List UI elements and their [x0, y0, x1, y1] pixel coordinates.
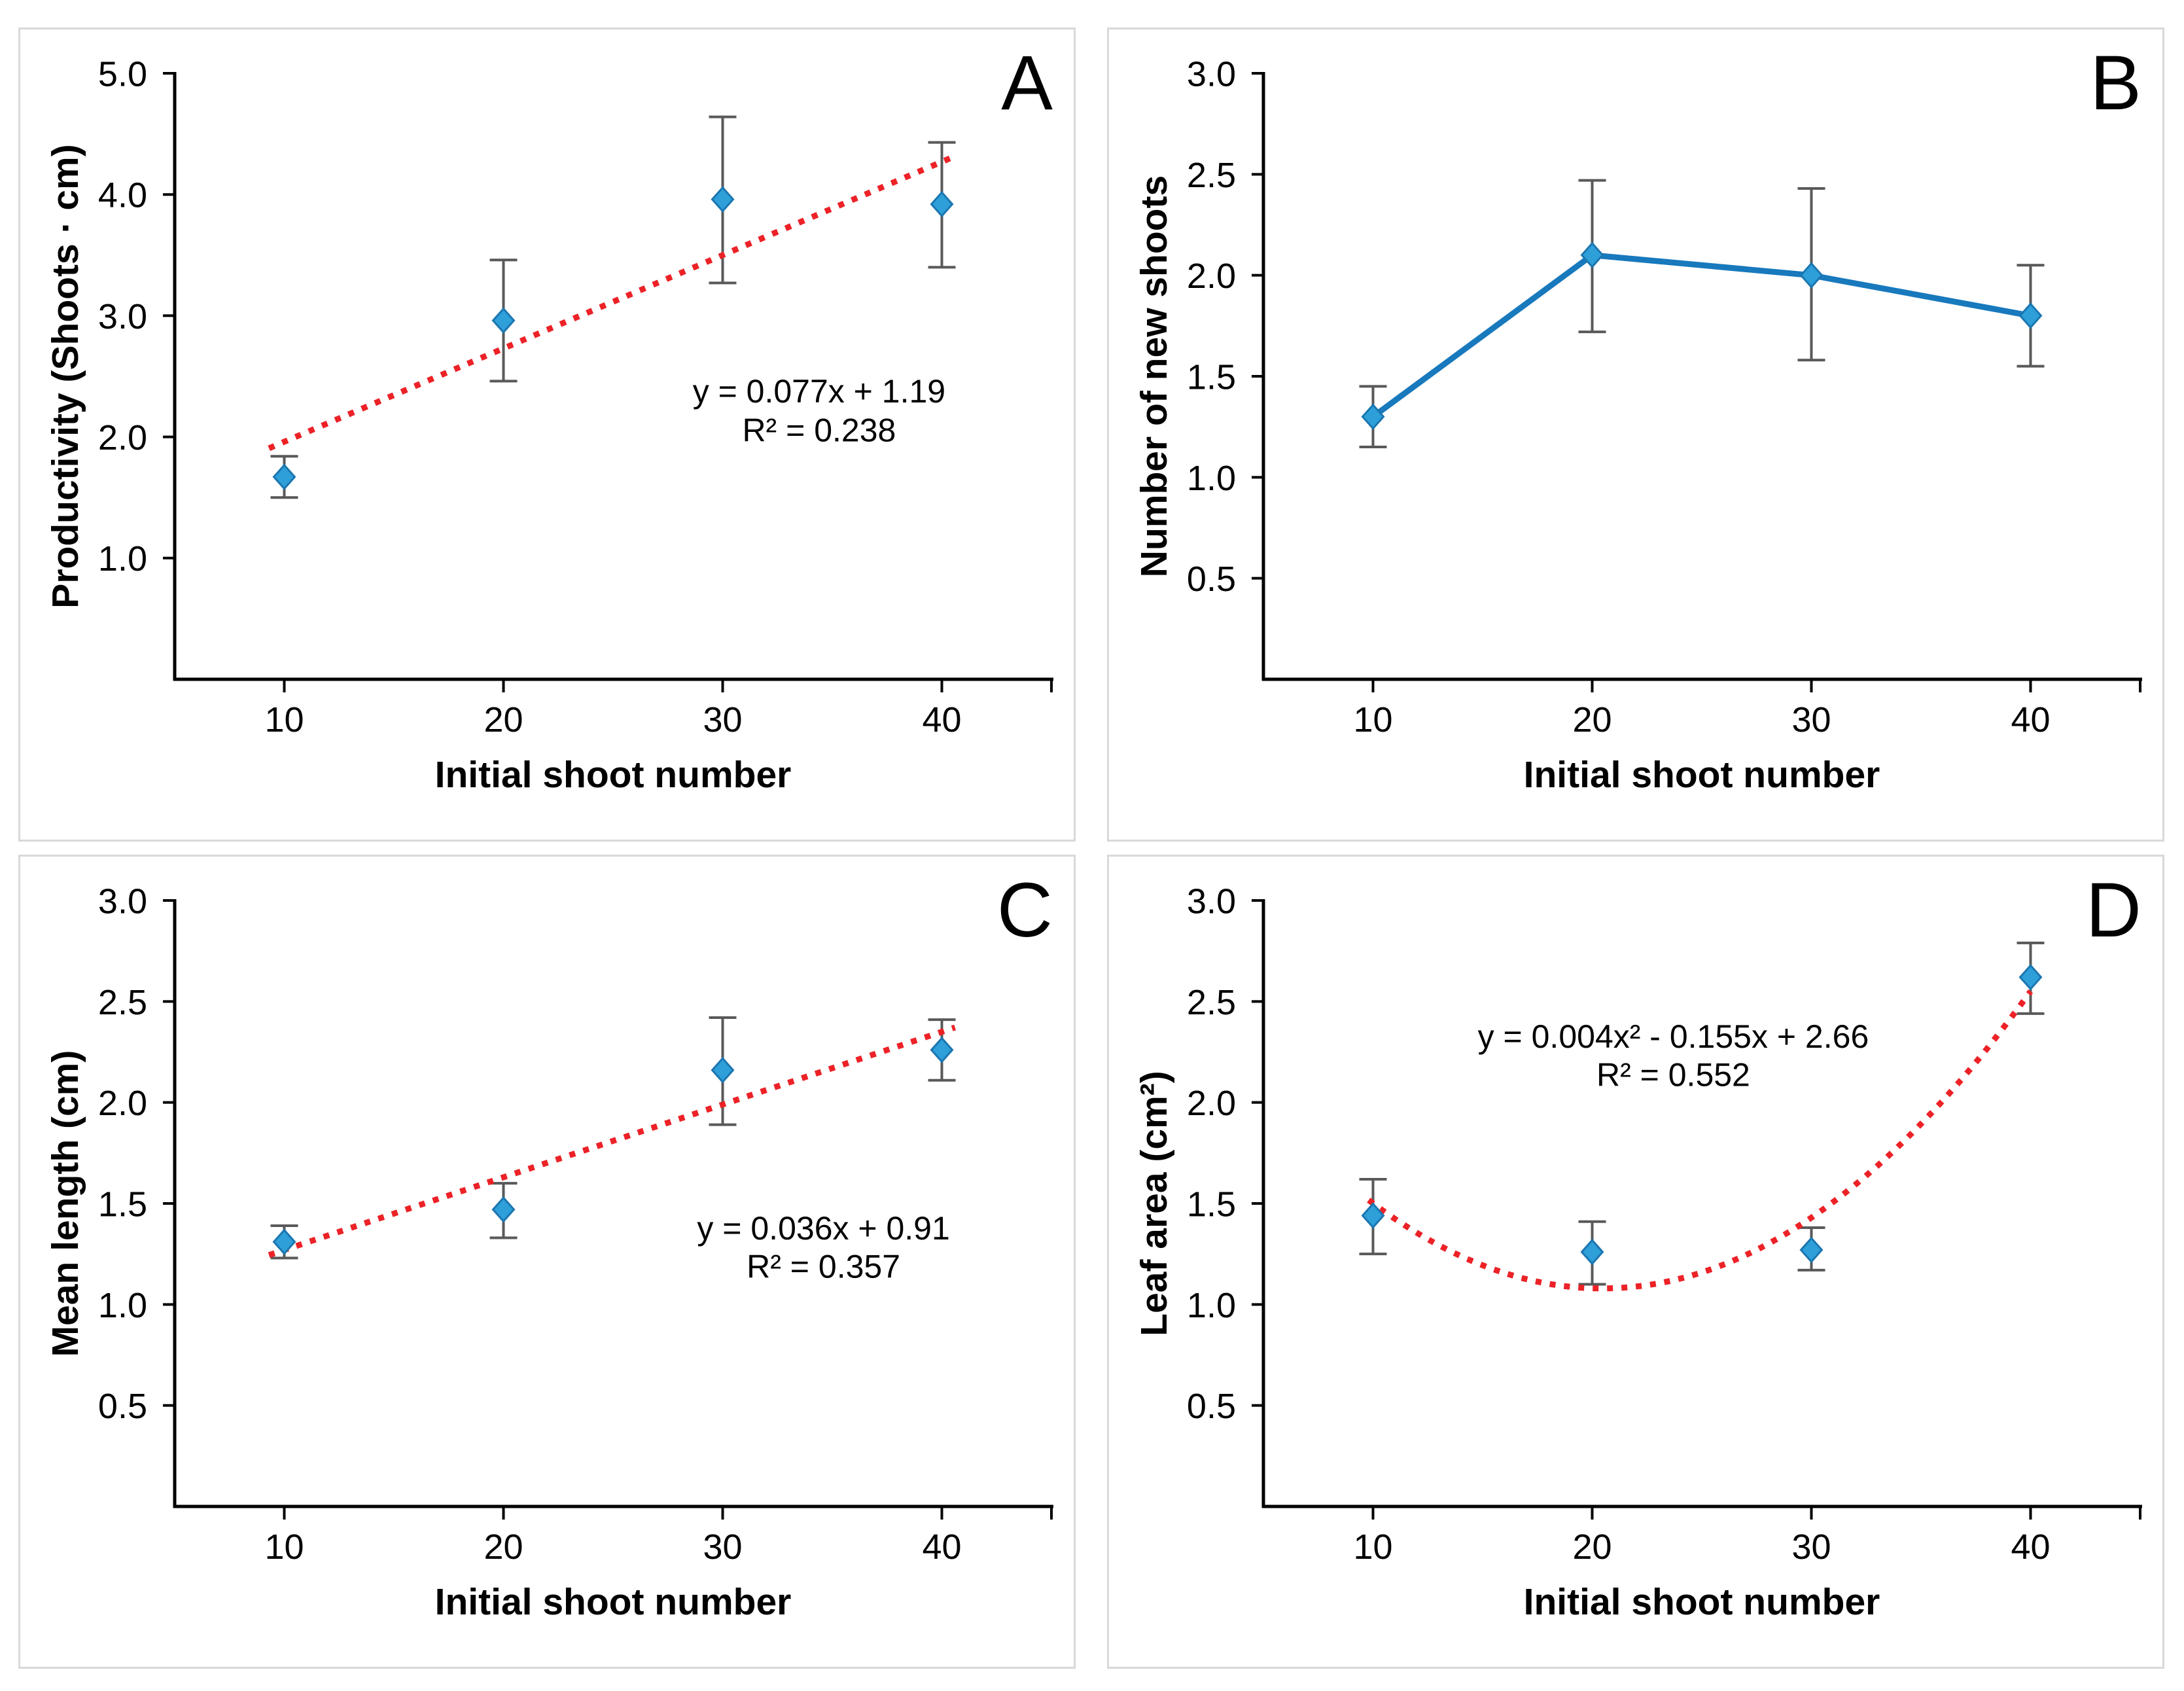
panel-letter: D — [2086, 867, 2141, 953]
chart-a: 1.0 2.0 3.0 4.0 5.0 10 20 30 40 Initial shoot num… — [44, 40, 1053, 796]
x-tick-label: 10 — [264, 700, 304, 739]
x-tick-label: 20 — [1572, 700, 1612, 739]
panel-c: 0.5 1.0 1.5 2.0 2.5 3.0 10 20 30 40 Initial shoot … — [18, 855, 1076, 1669]
r-squared-label: R² = 0.238 — [742, 412, 896, 448]
data-point-marker — [491, 1196, 516, 1223]
y-tick-label: 1.0 — [98, 1286, 147, 1325]
x-tick-label: 40 — [922, 1527, 961, 1567]
data-point-marker — [711, 1057, 735, 1084]
equation-label: y = 0.004x² - 0.155x + 2.66 — [1478, 1018, 1869, 1055]
x-axis-title: Initial shoot number — [435, 1581, 792, 1623]
x-axis-title: Initial shoot number — [1524, 754, 1880, 796]
x-tick-label: 30 — [703, 700, 742, 739]
data-point-marker — [1361, 403, 1385, 430]
y-axis-title: Productivity (Shoots · cm) — [44, 144, 86, 608]
panel-letter: C — [997, 867, 1053, 953]
trendline — [1367, 989, 2034, 1292]
y-tick-label: 2.5 — [98, 983, 147, 1022]
data-point-marker — [1799, 1236, 1823, 1264]
y-tick-label: 1.5 — [1187, 357, 1236, 397]
x-tick-label: 40 — [922, 700, 961, 739]
data-point-marker — [272, 1228, 296, 1255]
y-tick-label: 4.0 — [98, 176, 147, 215]
x-tick-label: 40 — [2011, 1527, 2050, 1567]
chart-d: 0.5 1.0 1.5 2.0 2.5 3.0 10 20 30 40 Initial shoot … — [1133, 867, 2142, 1623]
equation-label: y = 0.077x + 1.19 — [693, 373, 945, 410]
equation-label: y = 0.036x + 0.91 — [697, 1210, 949, 1247]
y-tick-label: 1.0 — [98, 539, 147, 578]
data-point-marker — [272, 463, 296, 490]
y-tick-label: 2.5 — [1187, 983, 1236, 1022]
y-tick-label: 5.0 — [98, 54, 147, 94]
data-point-marker — [491, 307, 516, 334]
x-axis-title: Initial shoot number — [1524, 1581, 1880, 1623]
data-point-marker — [2018, 964, 2043, 991]
y-tick-label: 1.5 — [98, 1184, 147, 1224]
y-tick-label: 3.0 — [98, 297, 147, 336]
y-tick-label: 1.5 — [1187, 1184, 1236, 1224]
x-tick-label: 20 — [484, 1527, 523, 1567]
y-tick-label: 3.0 — [1187, 881, 1236, 921]
data-point-marker — [2018, 302, 2043, 329]
x-tick-label: 30 — [1791, 1527, 1831, 1567]
data-point-marker — [1361, 1202, 1385, 1229]
data-point-marker — [1580, 1238, 1604, 1266]
r-squared-label: R² = 0.552 — [1596, 1056, 1750, 1093]
y-tick-label: 2.0 — [1187, 257, 1236, 296]
data-point-marker — [930, 1037, 954, 1063]
panel-letter: B — [2090, 40, 2141, 126]
y-tick-label: 2.0 — [98, 1084, 147, 1123]
x-tick-label: 10 — [264, 1527, 304, 1567]
data-point-marker — [711, 186, 735, 213]
x-tick-label: 30 — [703, 1527, 742, 1567]
trendline — [268, 154, 955, 452]
chart-b: 0.5 1.0 1.5 2.0 2.5 3.0 10 20 30 40 Initial shoot … — [1133, 40, 2142, 796]
trendline — [268, 1024, 957, 1258]
panel-letter: A — [1001, 40, 1053, 126]
y-tick-label: 2.0 — [1187, 1084, 1236, 1123]
data-point-marker — [1799, 262, 1823, 289]
y-tick-label: 2.5 — [1187, 156, 1236, 195]
y-axis-title: Number of new shoots — [1133, 175, 1175, 577]
data-point-marker — [1580, 241, 1604, 269]
x-tick-label: 20 — [484, 700, 523, 739]
panel-b: 0.5 1.0 1.5 2.0 2.5 3.0 10 20 30 40 Initial shoot … — [1107, 27, 2164, 842]
r-squared-label: R² = 0.357 — [747, 1249, 900, 1285]
chart-c: 0.5 1.0 1.5 2.0 2.5 3.0 10 20 30 40 Initial shoot … — [44, 867, 1053, 1623]
y-tick-label: 0.5 — [1187, 560, 1236, 599]
y-tick-label: 1.0 — [1187, 459, 1236, 498]
x-tick-label: 20 — [1572, 1527, 1612, 1567]
x-axis-title: Initial shoot number — [435, 754, 792, 796]
series-line — [1371, 252, 2032, 419]
y-tick-label: 0.5 — [98, 1387, 147, 1426]
x-tick-label: 10 — [1353, 700, 1392, 739]
y-axis-title: Leaf area (cm²) — [1133, 1071, 1175, 1336]
data-point-marker — [930, 190, 954, 218]
x-tick-label: 30 — [1791, 700, 1831, 739]
panel-a: 1.0 2.0 3.0 4.0 5.0 10 20 30 40 Initial shoot num… — [18, 27, 1076, 842]
panel-d: 0.5 1.0 1.5 2.0 2.5 3.0 10 20 30 40 Initial shoot … — [1107, 855, 2164, 1669]
y-tick-label: 0.5 — [1187, 1387, 1236, 1426]
y-tick-label: 1.0 — [1187, 1286, 1236, 1325]
y-tick-label: 2.0 — [98, 418, 147, 457]
y-tick-label: 3.0 — [98, 881, 147, 921]
y-tick-label: 3.0 — [1187, 54, 1236, 94]
x-tick-label: 10 — [1353, 1527, 1392, 1567]
x-tick-label: 40 — [2011, 700, 2050, 739]
y-axis-title: Mean length (cm) — [44, 1050, 86, 1357]
